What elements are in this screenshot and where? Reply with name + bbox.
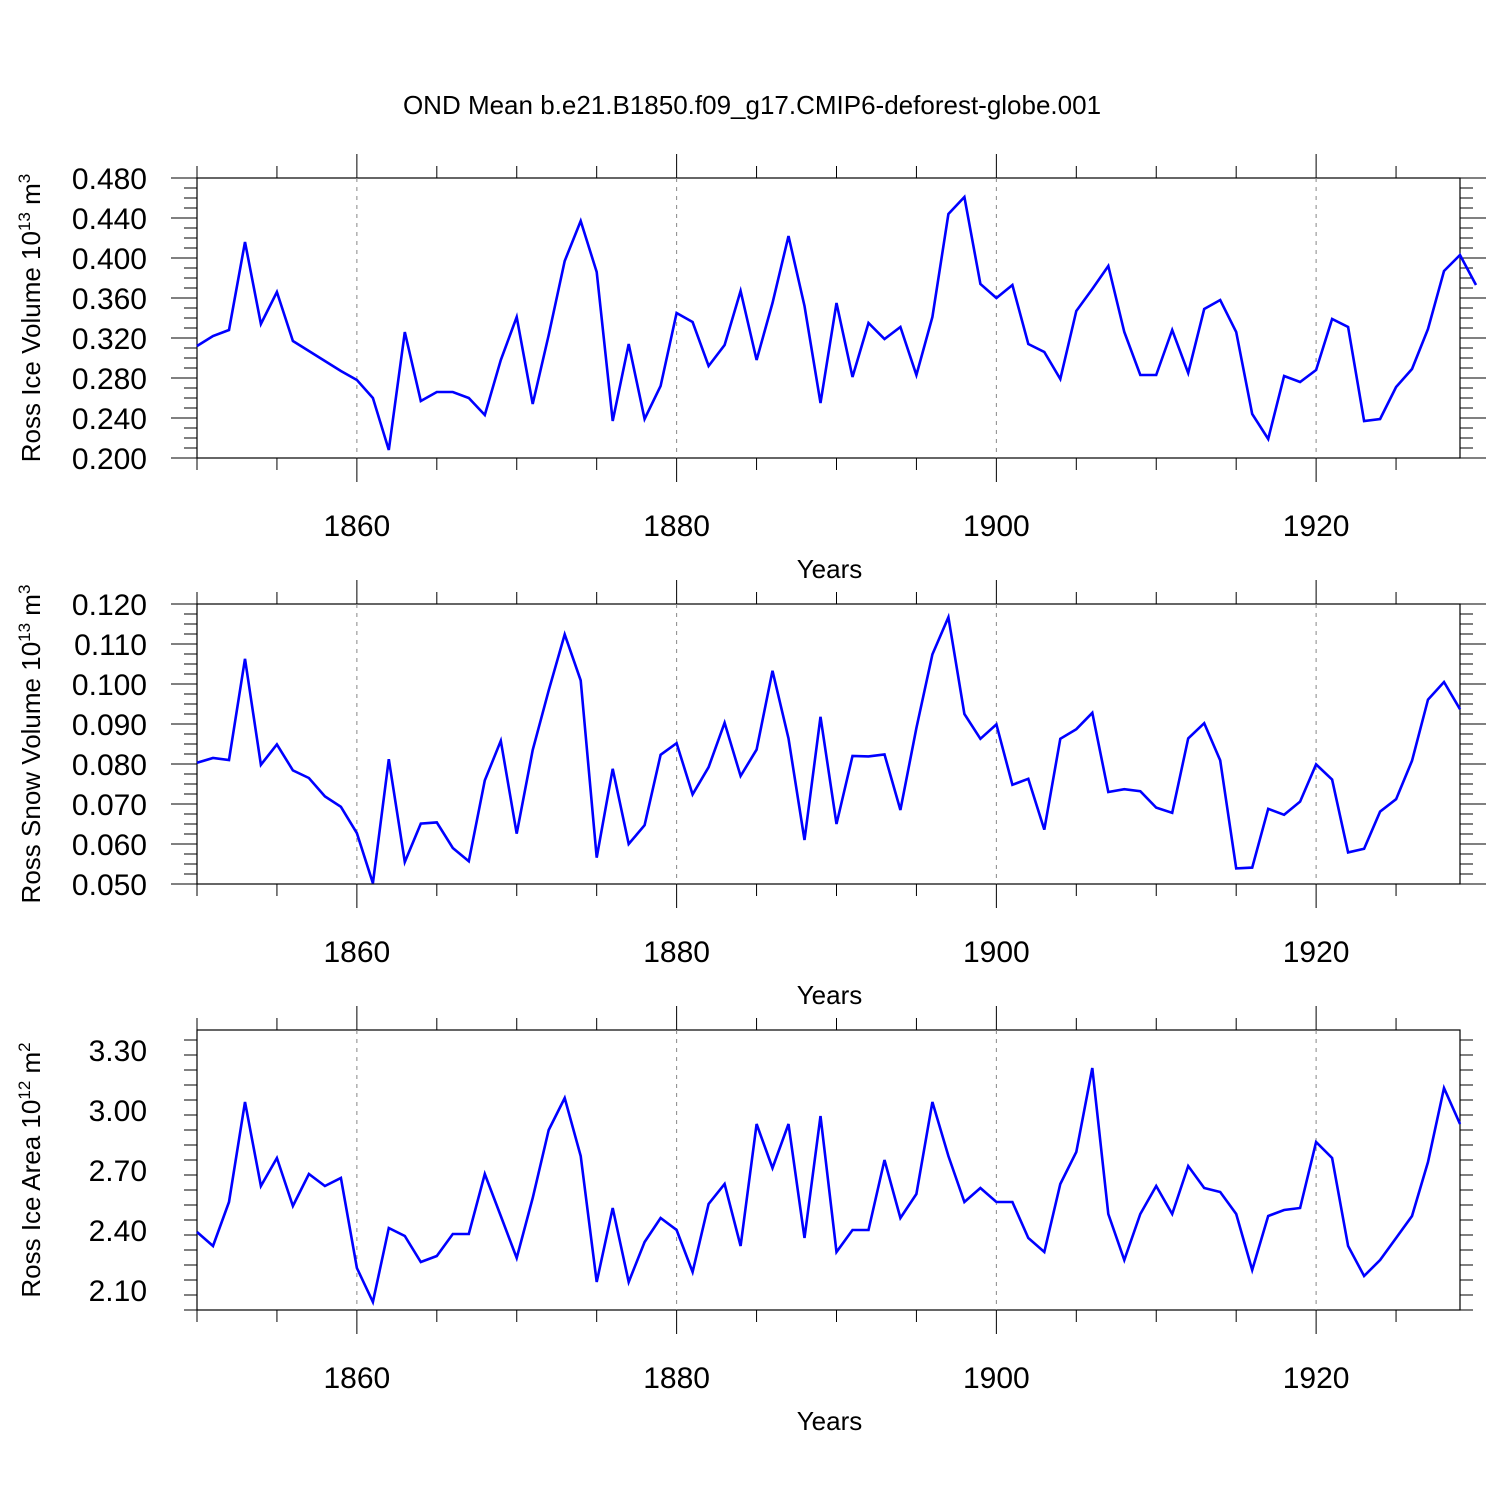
y-tick-label: 0.320: [72, 323, 147, 356]
x-tick-label: 1920: [1283, 936, 1350, 969]
x-axis-label: Years: [797, 1406, 863, 1436]
y-tick-label: 0.200: [72, 443, 147, 476]
x-tick-label: 1860: [323, 936, 390, 969]
y-tick-label: 2.70: [89, 1155, 147, 1188]
y-tick-label: 0.240: [72, 403, 147, 436]
panel-ross-ice-area: 1860 1880 1900 1920 Years 2.10 2.40 2.70 3.00 3.3…: [15, 1006, 1473, 1436]
y-tick-label: 0.070: [72, 789, 147, 822]
y-tick-label: 0.110: [74, 629, 147, 662]
y-tick-label: 0.440: [72, 203, 147, 236]
y-axis-label: Ross Snow Volume 1013 m3: [15, 585, 46, 904]
x-tick-label: 1880: [643, 936, 710, 969]
y-axis-label: Ross Ice Area 1012 m2: [15, 1042, 46, 1297]
x-tick-label: 1860: [323, 1362, 390, 1395]
y-tick-label: 2.10: [89, 1275, 147, 1308]
y-tick-label: 3.30: [89, 1035, 147, 1068]
chart-title: OND Mean b.e21.B1850.f09_g17.CMIP6-defor…: [403, 90, 1101, 120]
y-tick-label: 0.480: [72, 163, 147, 196]
y-tick-label: 2.40: [89, 1215, 147, 1248]
y-tick-label: 0.400: [72, 243, 147, 276]
x-tick-label: 1880: [643, 1362, 710, 1395]
x-axis-label: Years: [797, 554, 863, 584]
x-tick-label: 1860: [323, 510, 390, 543]
x-tick-label: 1880: [643, 510, 710, 543]
x-tick-label: 1900: [963, 1362, 1030, 1395]
y-tick-label: 0.050: [72, 869, 147, 902]
x-tick-label: 1900: [963, 936, 1030, 969]
x-tick-label: 1900: [963, 510, 1030, 543]
x-axis-label: Years: [797, 980, 863, 1010]
series-line: [196, 194, 1478, 451]
series-line: [196, 1067, 1462, 1307]
y-tick-label: 0.280: [72, 363, 147, 396]
y-tick-label: 0.060: [72, 829, 147, 862]
y-tick-label: 0.100: [72, 669, 147, 702]
x-tick-label: 1920: [1283, 510, 1350, 543]
panel-ross-snow-volume: 1860 1880 1900 1920 Years 0.050 0.060 0.070 0.08…: [15, 580, 1486, 1010]
y-tick-label: 0.360: [72, 283, 147, 316]
series-line: [196, 612, 1462, 884]
panel-ross-ice-volume: 1860 1880 1900 1920 Years 0.200 0.240 0.280 0.32…: [15, 154, 1486, 584]
y-tick-label: 3.00: [89, 1095, 147, 1128]
y-tick-label: 0.080: [72, 749, 147, 782]
y-axis-label: Ross Ice Volume 1013 m3: [15, 174, 46, 463]
y-tick-label: 0.090: [72, 709, 147, 742]
x-tick-label: 1920: [1283, 1362, 1350, 1395]
plot-frame: [196, 1029, 1461, 1311]
y-tick-label: 0.120: [72, 589, 147, 622]
